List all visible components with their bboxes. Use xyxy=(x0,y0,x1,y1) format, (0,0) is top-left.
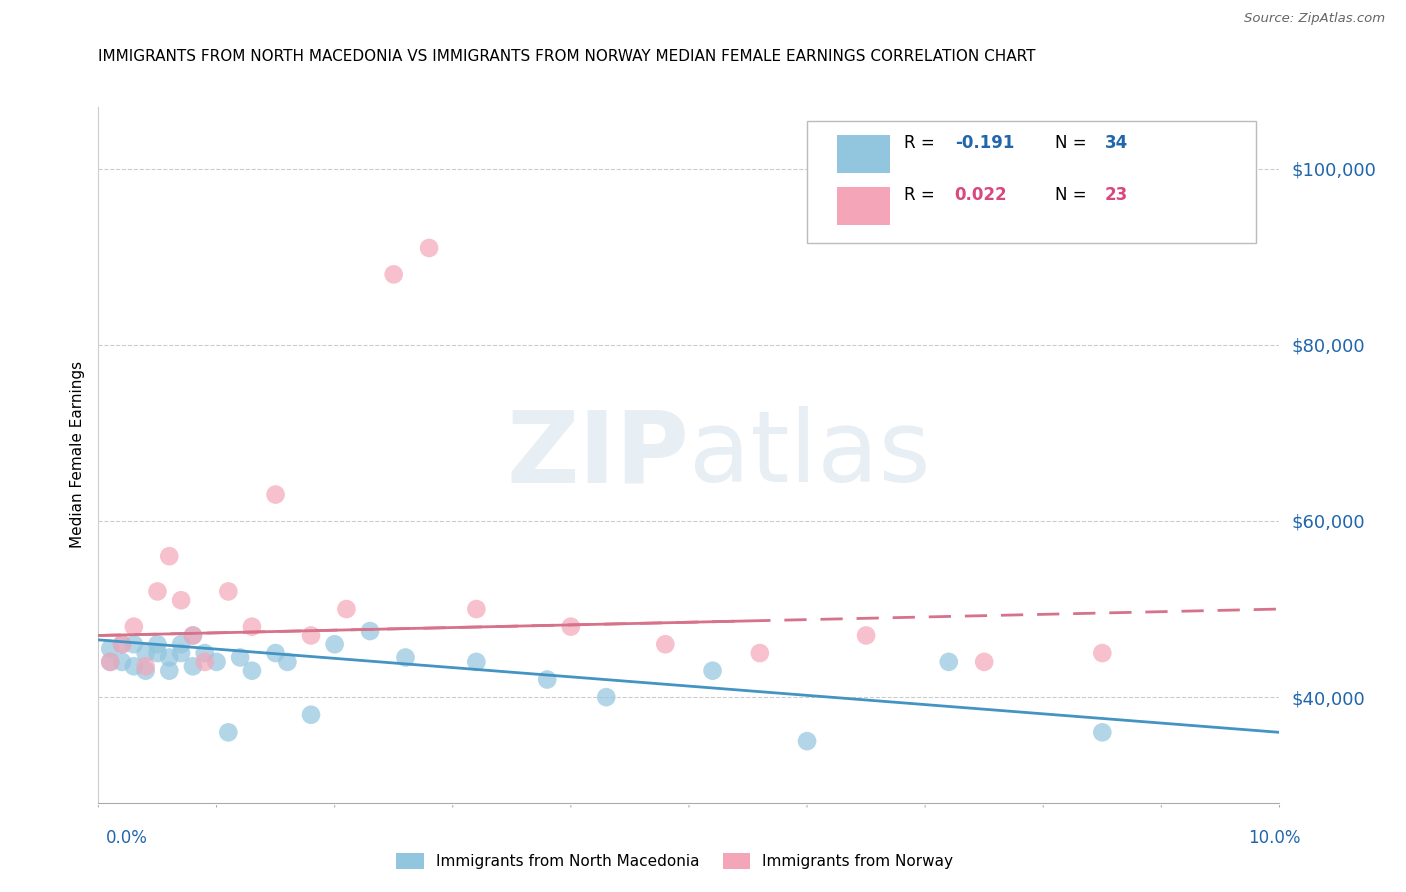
Point xyxy=(98,655,121,669)
Point xyxy=(135,664,157,678)
Point xyxy=(157,650,180,665)
Point xyxy=(299,628,322,642)
Point xyxy=(135,646,157,660)
Point xyxy=(1091,646,1114,660)
Point xyxy=(111,655,134,669)
Point xyxy=(146,646,169,660)
Point xyxy=(146,637,169,651)
FancyBboxPatch shape xyxy=(807,121,1256,243)
Point xyxy=(299,707,322,722)
Point xyxy=(111,637,134,651)
Text: R =: R = xyxy=(904,134,939,153)
Point xyxy=(240,664,263,678)
Text: 34: 34 xyxy=(1105,134,1128,153)
Text: 0.0%: 0.0% xyxy=(105,829,148,847)
Point xyxy=(217,725,239,739)
Y-axis label: Median Female Earnings: Median Female Earnings xyxy=(69,361,84,549)
Point xyxy=(1091,725,1114,739)
Point xyxy=(157,664,180,678)
Point xyxy=(654,637,676,651)
Legend: Immigrants from North Macedonia, Immigrants from Norway: Immigrants from North Macedonia, Immigra… xyxy=(391,847,959,875)
Text: atlas: atlas xyxy=(689,407,931,503)
Point xyxy=(170,593,193,607)
Point xyxy=(938,655,960,669)
Text: ZIP: ZIP xyxy=(506,407,689,503)
Point xyxy=(122,659,145,673)
Point xyxy=(382,268,405,282)
Point xyxy=(276,655,298,669)
Point xyxy=(323,637,346,651)
Point xyxy=(205,655,228,669)
Text: N =: N = xyxy=(1054,134,1092,153)
Point xyxy=(170,637,193,651)
Point xyxy=(170,646,193,660)
Point xyxy=(465,602,488,616)
Point xyxy=(181,628,204,642)
Bar xyxy=(837,135,890,173)
Point xyxy=(418,241,440,255)
Text: IMMIGRANTS FROM NORTH MACEDONIA VS IMMIGRANTS FROM NORWAY MEDIAN FEMALE EARNINGS: IMMIGRANTS FROM NORTH MACEDONIA VS IMMIG… xyxy=(98,49,1036,64)
Point xyxy=(465,655,488,669)
Point xyxy=(394,650,416,665)
Point xyxy=(157,549,180,564)
Text: N =: N = xyxy=(1054,186,1092,204)
Point xyxy=(217,584,239,599)
Point xyxy=(359,624,381,638)
Point xyxy=(748,646,770,660)
Point xyxy=(135,659,157,673)
Text: Source: ZipAtlas.com: Source: ZipAtlas.com xyxy=(1244,12,1385,25)
Point xyxy=(855,628,877,642)
Point xyxy=(111,637,134,651)
Point xyxy=(181,659,204,673)
Text: 10.0%: 10.0% xyxy=(1249,829,1301,847)
Point xyxy=(98,641,121,656)
Text: R =: R = xyxy=(904,186,939,204)
Point xyxy=(796,734,818,748)
Point xyxy=(595,690,617,705)
Point xyxy=(560,620,582,634)
Point xyxy=(122,620,145,634)
Point xyxy=(702,664,724,678)
Point xyxy=(335,602,357,616)
Point xyxy=(146,584,169,599)
Point xyxy=(973,655,995,669)
Point xyxy=(536,673,558,687)
Point xyxy=(240,620,263,634)
Point xyxy=(194,646,217,660)
Text: 23: 23 xyxy=(1105,186,1128,204)
Point xyxy=(264,646,287,660)
Point xyxy=(122,637,145,651)
Bar xyxy=(837,187,890,226)
Point xyxy=(229,650,252,665)
Point xyxy=(181,628,204,642)
Text: 0.022: 0.022 xyxy=(955,186,1007,204)
Text: -0.191: -0.191 xyxy=(955,134,1014,153)
Point xyxy=(194,655,217,669)
Point xyxy=(264,487,287,501)
Point xyxy=(98,655,121,669)
